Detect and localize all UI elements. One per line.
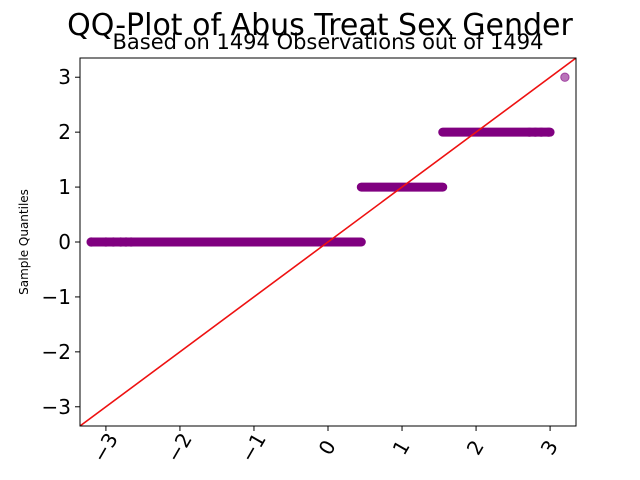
y-tick-label: 2 — [58, 120, 71, 144]
data-point — [86, 237, 96, 247]
y-tick-label: −1 — [42, 285, 71, 309]
y-tick-label: 3 — [58, 65, 71, 89]
reference-line-layer — [80, 58, 576, 426]
data-point — [543, 127, 554, 137]
x-tick-label: −3 — [87, 429, 123, 467]
y-tick-label: 0 — [58, 230, 71, 254]
data-points — [86, 72, 570, 247]
reference-line — [80, 58, 576, 426]
x-tick-label: 1 — [388, 436, 415, 459]
chart-subtitle: Based on 1494 Observations out of 1494 — [112, 30, 543, 54]
y-tick-label: −3 — [42, 395, 71, 419]
chart-title: QQ-Plot of Abus Treat Sex Gender — [67, 8, 573, 43]
x-tick-label: 2 — [462, 436, 489, 459]
y-tick-label: 1 — [58, 175, 71, 199]
x-tick-label: −2 — [161, 429, 197, 467]
y-axis-label: Sample Quantiles — [17, 189, 31, 295]
data-point — [126, 237, 136, 247]
x-tick-label: 3 — [536, 436, 563, 459]
x-tick-label: −1 — [235, 429, 271, 467]
y-tick-label: −2 — [42, 340, 71, 364]
x-tick-label: 0 — [314, 436, 341, 459]
data-point — [560, 72, 570, 82]
